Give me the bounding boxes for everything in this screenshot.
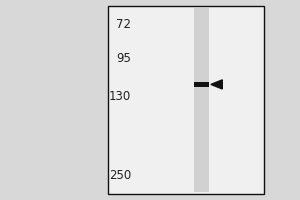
Bar — [194, 8, 209, 192]
Text: 72: 72 — [116, 18, 131, 31]
Polygon shape — [211, 80, 222, 89]
Text: 95: 95 — [116, 52, 131, 65]
Text: 130: 130 — [109, 90, 131, 103]
Text: 250: 250 — [109, 169, 131, 182]
Bar — [108, 6, 264, 194]
Bar — [194, 82, 209, 87]
